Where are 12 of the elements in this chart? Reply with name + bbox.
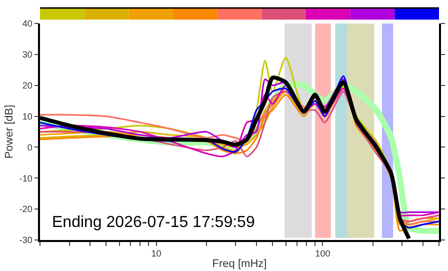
y-tick-label: -30 — [19, 235, 32, 246]
y-tick-label: 0 — [27, 142, 32, 152]
y-tick-label: -10 — [19, 173, 32, 184]
x-tick-label: 100 — [315, 248, 330, 259]
y-tick-label: 10 — [22, 111, 32, 122]
y-axis-title: Power [dB] — [4, 104, 16, 159]
y-tick-label: 20 — [22, 80, 32, 91]
y-tick-label: 30 — [22, 50, 32, 60]
y-tick-label: -20 — [19, 204, 32, 214]
annotation: Ending 2026-07-15 17:59:59 — [52, 214, 255, 231]
x-axis-title: Freq [mHz] — [212, 258, 267, 270]
y-tick-label: 40 — [22, 18, 32, 29]
